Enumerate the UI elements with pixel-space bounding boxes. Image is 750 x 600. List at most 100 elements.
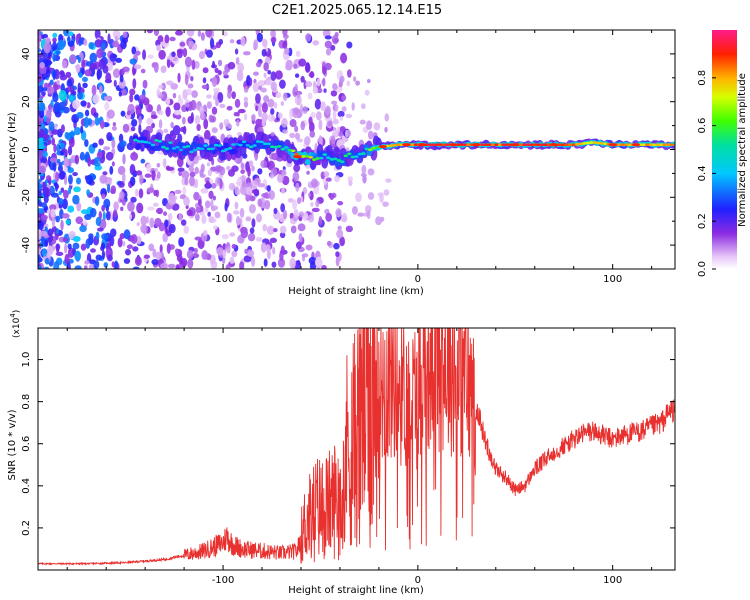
heatmap-cell (98, 84, 103, 94)
heatmap-cell (72, 99, 80, 110)
heatmap-cell (42, 181, 47, 190)
heatmap-cell (142, 49, 147, 61)
heatmap-cell (125, 249, 132, 256)
heatmap-cell (327, 120, 333, 127)
heatmap-cell (83, 116, 90, 128)
heatmap-cell (38, 53, 43, 58)
heatmap-cell (254, 177, 261, 185)
heatmap-cell (103, 198, 111, 209)
heatmap-cell (270, 81, 277, 92)
heatmap-cell (279, 79, 286, 89)
heatmap-cell (143, 140, 149, 144)
colorbar-tick-label: 0.2 (697, 213, 708, 229)
heatmap-cell (226, 212, 232, 223)
heatmap-cell (289, 258, 296, 269)
heatmap-cell (245, 216, 252, 222)
x-tick-label: 100 (603, 575, 622, 586)
heatmap-cell (188, 166, 195, 172)
heatmap-cell (662, 143, 668, 147)
heatmap-cell (211, 76, 218, 87)
heatmap-cell (173, 110, 182, 116)
heatmap-cell (109, 235, 115, 247)
heatmap-cell (50, 192, 59, 198)
heatmap-cell (608, 143, 617, 147)
colorbar-tick-label: 0.6 (697, 118, 708, 134)
heatmap-cell (72, 242, 80, 250)
heatmap-cell (84, 260, 90, 265)
heatmap-cell (224, 202, 228, 212)
heatmap-cell (263, 62, 269, 72)
heatmap-cell (244, 248, 248, 255)
heatmap-cell (52, 92, 59, 103)
heatmap-cell (226, 246, 231, 254)
heatmap-cell (194, 166, 200, 175)
heatmap-cell (59, 142, 65, 149)
heatmap-cell (648, 143, 654, 147)
y-tick-label: -20 (21, 189, 32, 205)
heatmap-cell (334, 175, 340, 183)
heatmap-cell (170, 195, 178, 201)
heatmap-cell (116, 32, 121, 39)
heatmap-cell (462, 143, 468, 147)
heatmap-cell (203, 129, 211, 141)
spectrogram-ylabel: Frequency (Hz) (7, 112, 18, 188)
heatmap-cell (106, 183, 111, 194)
heatmap-cell (287, 198, 294, 203)
heatmap-cell (55, 183, 60, 190)
heatmap-cell (235, 57, 240, 65)
heatmap-cell (210, 198, 214, 209)
heatmap-cell (178, 236, 185, 247)
heatmap-cell (347, 176, 353, 182)
heatmap-cell (645, 143, 650, 147)
heatmap-cell (166, 57, 171, 69)
heatmap-cell (483, 143, 489, 147)
heatmap-cell (304, 159, 311, 166)
heatmap-cell (140, 158, 146, 164)
heatmap-cell (182, 145, 187, 149)
heatmap-cell (578, 142, 583, 146)
heatmap-cell (79, 151, 85, 161)
heatmap-cell (146, 30, 153, 34)
heatmap-cell (295, 50, 301, 58)
heatmap-cell (265, 79, 272, 86)
heatmap-cell (247, 233, 256, 242)
heatmap-cell (106, 132, 113, 142)
heatmap-cell (83, 38, 88, 46)
heatmap-cell (38, 132, 43, 139)
heatmap-cell (186, 249, 194, 260)
heatmap-cell (392, 143, 398, 147)
heatmap-cell (289, 108, 293, 120)
x-tick-label: 0 (415, 575, 421, 586)
snr-axes: -100 0 100 0.2 0.4 0.6 0.8 1.0 (21, 328, 675, 586)
y-tick-label: 0.4 (21, 478, 32, 494)
heatmap-cell (366, 78, 371, 84)
heatmap-cell (121, 198, 126, 206)
spectrogram-heatmap (38, 30, 675, 269)
heatmap-cell (122, 31, 128, 38)
heatmap-cell (281, 169, 287, 177)
heatmap-cell (333, 38, 339, 44)
heatmap-cell (80, 209, 89, 215)
heatmap-cell (130, 233, 138, 245)
heatmap-cell (360, 172, 367, 177)
heatmap-cell (212, 195, 216, 201)
heatmap-cell (199, 169, 204, 176)
heatmap-cell (345, 129, 352, 138)
heatmap-cell (340, 52, 348, 64)
heatmap-cell (184, 56, 192, 68)
heatmap-cell (341, 212, 348, 223)
heatmap-cell (255, 61, 262, 68)
heatmap-cell (38, 254, 42, 263)
heatmap-cell (279, 225, 287, 234)
heatmap-cell (40, 34, 46, 39)
heatmap-cell (487, 143, 492, 147)
heatmap-cell (243, 255, 252, 263)
colorbar-label: Normalized spectral amplitude (737, 73, 748, 227)
heatmap-cell (60, 187, 65, 193)
heatmap-cell (261, 102, 268, 114)
heatmap-cell (119, 75, 124, 83)
heatmap-cell (257, 168, 263, 175)
heatmap-cell (285, 59, 293, 71)
heatmap-cell (215, 176, 221, 186)
heatmap-cell (253, 71, 259, 76)
